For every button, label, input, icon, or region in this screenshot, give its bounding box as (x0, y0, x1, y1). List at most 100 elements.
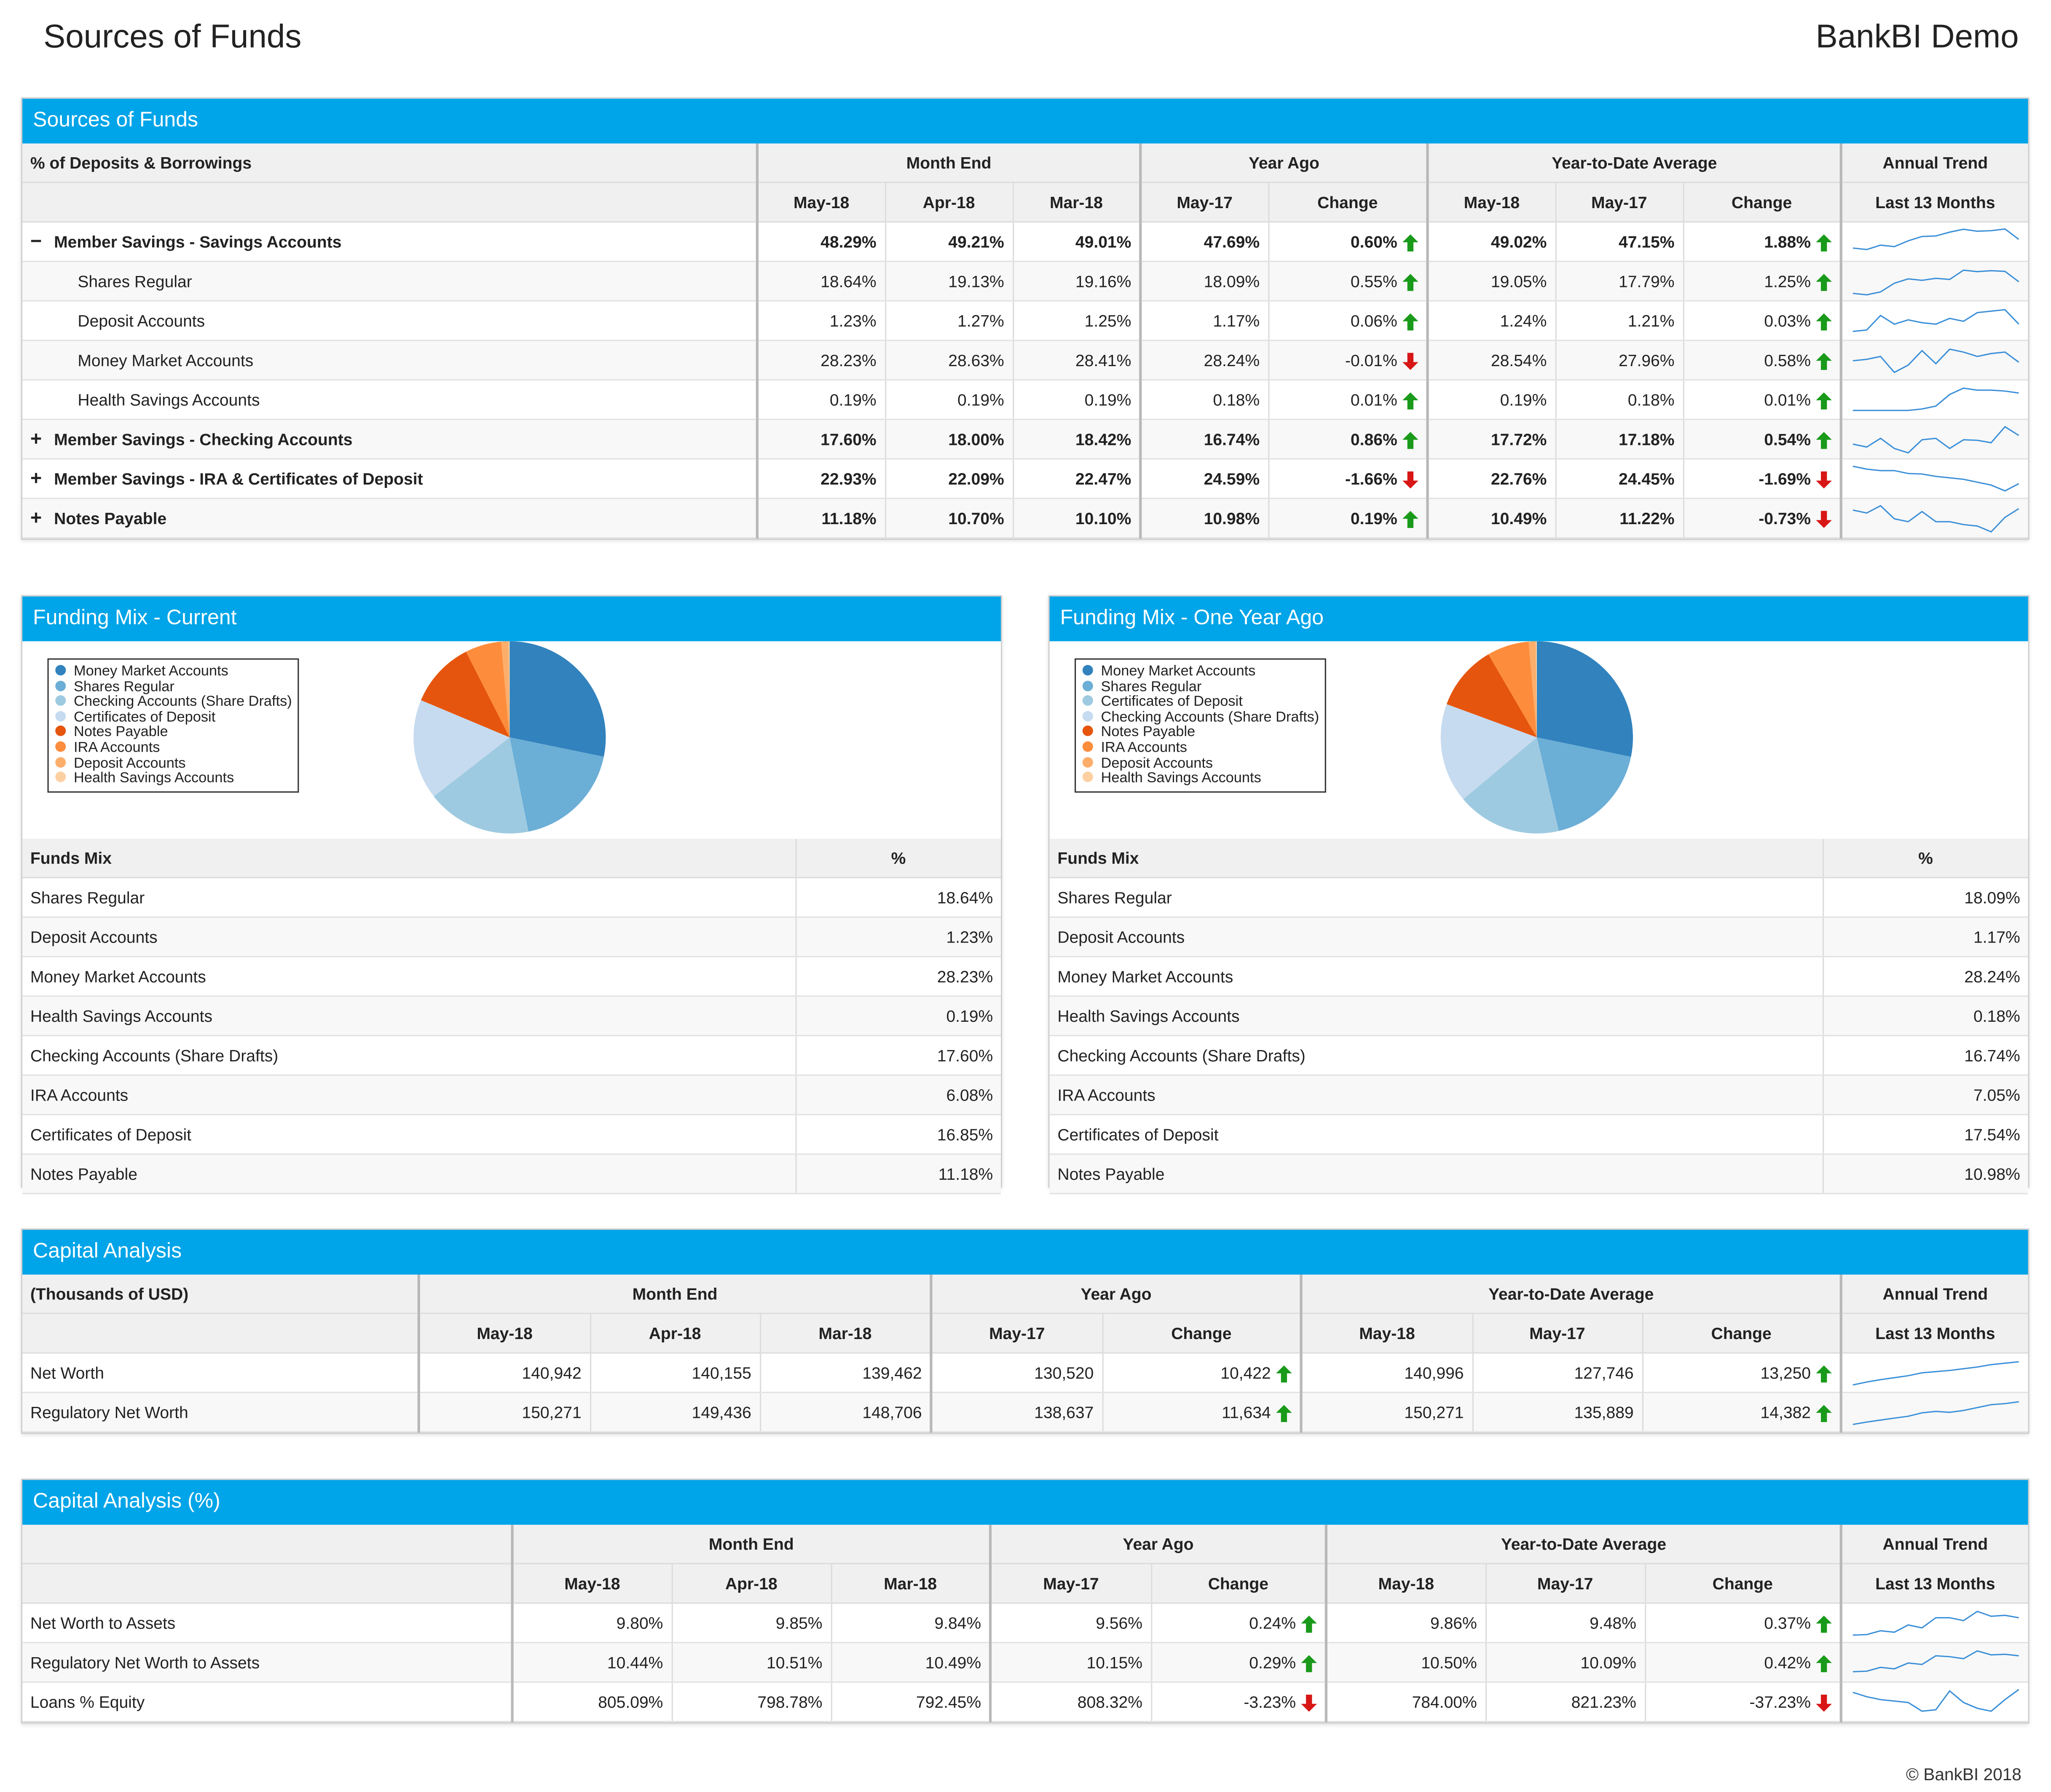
group-month-end: Month End (511, 1524, 991, 1564)
arrow-up-icon (1816, 1365, 1832, 1382)
value-text: 0.54% (1764, 430, 1811, 449)
pie-slice-shares-regular[interactable] (1536, 737, 1631, 831)
trend-cell (1839, 498, 2028, 539)
fund-pct: 16.85% (794, 1114, 1001, 1155)
value-text: 28.41% (1075, 351, 1131, 370)
legend-swatch (55, 771, 66, 782)
table-row: + Notes Payable 11.18% 10.70% 10.10% 10.98% 0.… (22, 498, 2028, 539)
funding-mix-current-table: Funds Mix% Shares Regular 18.64% Deposit A… (22, 838, 1001, 1195)
value-cell: 13,250 (1641, 1353, 1841, 1393)
value-text: 19.13% (948, 272, 1004, 291)
group-annual-trend: Annual Trend (1839, 143, 2028, 183)
subheader-mar-18: Mar-18 (1012, 182, 1141, 223)
value-text: 9.86% (1430, 1613, 1477, 1632)
value-text: 47.15% (1619, 232, 1675, 251)
subheader-mar-18: Mar-18 (759, 1313, 931, 1354)
trend-cell (1839, 222, 2028, 262)
fund-name: IRA Accounts (1049, 1075, 1823, 1115)
list-item: Checking Accounts (Share Drafts) 16.74% (1049, 1035, 2028, 1076)
value-text: 1.17% (1213, 311, 1260, 330)
value-text: 140,996 (1404, 1363, 1464, 1382)
pie-slice-checking-accounts-share-drafts[interactable] (1440, 704, 1537, 799)
value-text: 24.45% (1619, 469, 1675, 488)
pie-slice-money-market-accounts[interactable] (509, 641, 606, 757)
trend-cell (1839, 1642, 2028, 1683)
value-text: 0.29% (1249, 1653, 1296, 1672)
subheader-may-18: May-18 (1426, 182, 1555, 223)
sparkline-path (1852, 465, 2019, 491)
value-text: 49.21% (948, 232, 1004, 251)
legend-item: Money Market Accounts (1082, 664, 1319, 680)
pie-slice-deposit-accounts[interactable] (501, 641, 510, 737)
value-text: 10.10% (1075, 509, 1131, 528)
value-cell: 0.19% (756, 380, 885, 420)
sub-header-row: May-18 Apr-18 Mar-18 May-17 Change May-18 May-… (22, 182, 2028, 223)
funding-mix-current-panel: Funding Mix - Current Money Market Accou… (21, 595, 1003, 1195)
pie-slice-notes-payable[interactable] (421, 651, 510, 737)
legend-item: Notes Payable (55, 725, 292, 741)
pie-slice-money-market-accounts[interactable] (1536, 641, 1633, 757)
fund-name: Shares Regular (22, 877, 796, 918)
row-label: Member Savings - Checking Accounts (54, 430, 353, 449)
trend-cell (1839, 1353, 2028, 1393)
value-text: 1.27% (957, 311, 1004, 330)
value-cell: 10.15% (989, 1642, 1151, 1683)
list-item: Certificates of Deposit 16.85% (22, 1114, 1001, 1155)
pie-slice-certificates-of-deposit[interactable] (1463, 737, 1559, 834)
value-text: 148,706 (862, 1403, 922, 1422)
value-text: 22.47% (1075, 469, 1131, 488)
value-text: 17.18% (1619, 430, 1675, 449)
pie-slice-health-savings-accounts[interactable] (508, 641, 510, 737)
legend-item: Health Savings Accounts (1082, 771, 1319, 787)
value-text: 130,520 (1034, 1363, 1094, 1382)
pie-slice-deposit-accounts[interactable] (1528, 641, 1537, 737)
value-text: 139,462 (862, 1363, 922, 1382)
pie-slice-notes-payable[interactable] (1446, 654, 1537, 737)
trend-cell (1839, 301, 2028, 341)
value-cell: 10.10% (1012, 498, 1141, 539)
expand-icon[interactable]: + (30, 467, 42, 490)
legend-label: Checking Accounts (Share Drafts) (74, 694, 292, 710)
pie-slice-checking-accounts-share-drafts[interactable] (434, 737, 528, 834)
subheader-apr-18: Apr-18 (589, 1313, 760, 1354)
sub-header-row: May-18 Apr-18 Mar-18 May-17 Change May-18 May-… (22, 1313, 2028, 1354)
value-text: 10.15% (1086, 1653, 1142, 1672)
group-header-row: % of Deposits & Borrowings Month End Year … (22, 143, 2028, 183)
list-item: Money Market Accounts 28.24% (1049, 956, 2028, 997)
value-text: 28.23% (820, 351, 877, 370)
subheader-may-18: May-18 (1324, 1563, 1486, 1604)
value-cell: 28.63% (884, 340, 1013, 381)
legend-swatch (1082, 665, 1093, 676)
expand-icon[interactable]: + (30, 428, 42, 450)
brand-name: BankBI Demo (1815, 18, 2019, 56)
legend-swatch (1082, 771, 1093, 782)
value-text: 1.21% (1627, 311, 1675, 330)
expand-icon[interactable]: + (30, 507, 42, 530)
pie-slice-certificates-of-deposit[interactable] (413, 700, 510, 797)
value-cell: 47.15% (1555, 222, 1683, 262)
arrow-up-icon (1816, 431, 1832, 449)
pie-slice-ira-accounts[interactable] (466, 641, 510, 737)
value-text: 135,889 (1574, 1403, 1634, 1422)
table-row: Net Worth to Assets 9.80% 9.85% 9.84% 9.56% 0… (22, 1603, 2028, 1643)
subheader-may-18: May-18 (1300, 1313, 1472, 1354)
pie-slice-shares-regular[interactable] (509, 737, 604, 832)
sparkline-path (1852, 425, 2019, 453)
row-label-cell: Loans % Equity (22, 1682, 512, 1722)
legend-item: Health Savings Accounts (55, 771, 292, 787)
capital-pct-panel: Capital Analysis (%) Month End Year Ago Ye… (21, 1479, 2030, 1724)
pie-legend: Money Market Accounts Shares Regular Certi… (1075, 658, 1326, 793)
subheader-may-17: May-17 (989, 1563, 1151, 1604)
fund-name: Certificates of Deposit (22, 1114, 796, 1155)
value-cell: 19.16% (1012, 261, 1141, 302)
value-cell: 0.18% (1139, 380, 1268, 420)
value-text: 11,634 (1222, 1403, 1271, 1422)
row-label: Deposit Accounts (78, 311, 205, 330)
subheader-last-13-months: Last 13 Months (1839, 182, 2028, 223)
collapse-icon[interactable]: − (30, 230, 42, 253)
list-item: Health Savings Accounts 0.19% (22, 996, 1001, 1037)
arrow-up-icon (1816, 273, 1832, 291)
value-cell: 0.55% (1267, 261, 1428, 302)
col-pct: % (1822, 838, 2028, 879)
pie-slice-ira-accounts[interactable] (1488, 641, 1537, 737)
